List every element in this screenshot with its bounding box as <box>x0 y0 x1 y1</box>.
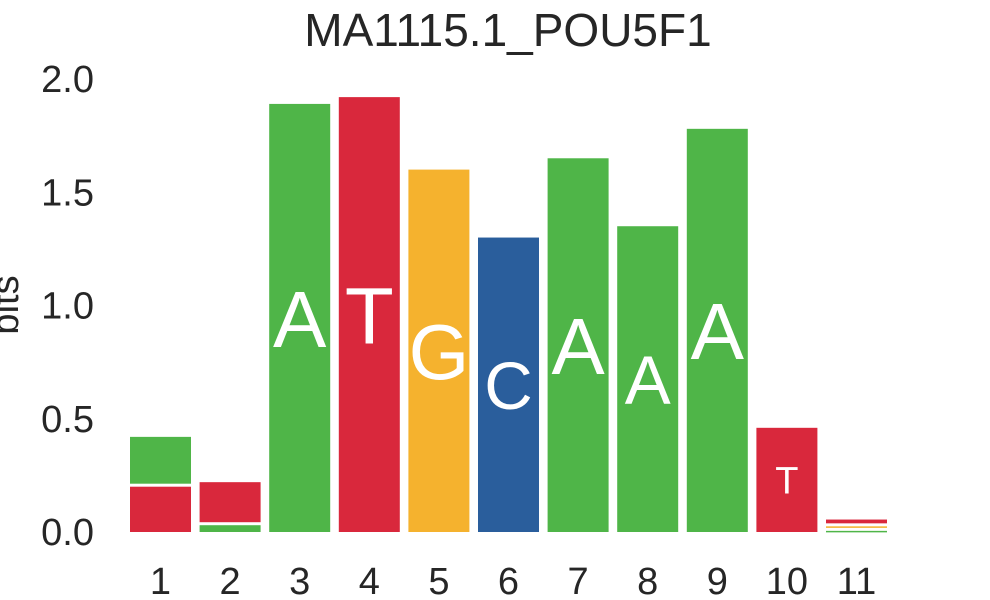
y-tick-label: 0.5 <box>41 399 94 441</box>
x-tick-label: 11 <box>837 561 876 600</box>
logo-bar-pos9-A <box>686 128 748 532</box>
x-tick-label: 1 <box>150 561 171 600</box>
base-letter: A <box>551 302 605 391</box>
x-tick-label: 10 <box>766 561 808 600</box>
base-letter: A <box>625 342 671 419</box>
logo-bar-pos4-T <box>338 97 400 533</box>
logo-bar-pos6-C <box>478 237 539 533</box>
base-letter: C <box>484 349 532 424</box>
x-axis-ticks: 1 2 3 4 5 6 7 8 9 10 11 <box>150 561 876 600</box>
x-tick-label: 4 <box>359 561 380 600</box>
base-letter: A <box>691 287 745 376</box>
logo-bar-pos11-A <box>826 530 887 533</box>
base-letter: T <box>775 461 798 503</box>
logo-bar-pos1-A <box>130 436 191 484</box>
logo-bar-pos10-T <box>756 427 818 532</box>
base-letter: A <box>273 275 327 364</box>
y-tick-label: 1.0 <box>41 286 94 328</box>
x-tick-label: 9 <box>707 561 728 600</box>
logo-bar-pos1-T <box>130 486 191 532</box>
x-tick-label: 8 <box>637 561 658 600</box>
chart-title: MA1115.1_POU5F1 <box>304 4 711 56</box>
y-axis-ticks: 0.0 0.5 1.0 1.5 2.0 <box>41 59 94 554</box>
x-tick-label: 7 <box>568 561 589 600</box>
y-axis-label: bits <box>0 275 27 334</box>
logo-bar-pos11-T <box>826 519 887 524</box>
logo-bar-pos11-G <box>826 526 887 528</box>
base-letter: G <box>409 308 470 396</box>
y-tick-label: 0.0 <box>41 512 94 554</box>
x-tick-label: 6 <box>498 561 519 600</box>
x-tick-label: 2 <box>220 561 241 600</box>
plot-area: A T G C A AAT <box>130 97 887 533</box>
base-letter: T <box>345 271 394 360</box>
y-tick-label: 2.0 <box>41 59 94 101</box>
logo-bar-pos2-A <box>199 525 261 532</box>
y-tick-label: 1.5 <box>41 172 94 214</box>
x-tick-label: 5 <box>428 561 449 600</box>
logo-bar-pos8-A <box>617 226 679 532</box>
logo-bar-pos3-A <box>269 103 331 532</box>
logo-bar-pos5-G <box>408 169 470 532</box>
x-tick-label: 3 <box>289 561 310 600</box>
logo-bar-pos2-T <box>199 482 261 523</box>
logo-bar-pos7-A <box>547 158 609 532</box>
